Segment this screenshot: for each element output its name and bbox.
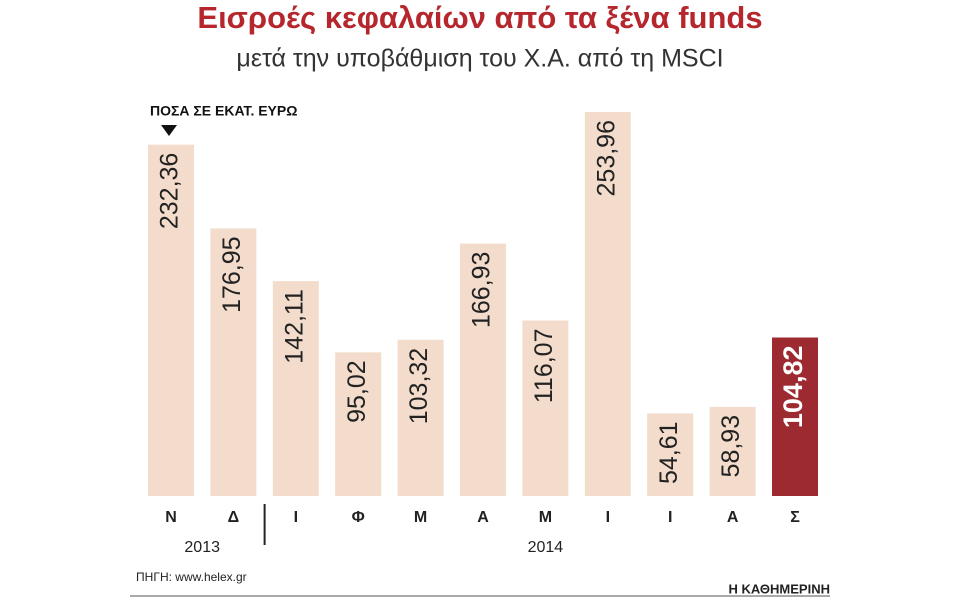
bar [709,406,756,496]
bar [647,413,694,496]
value-label: 103,32 [405,348,433,424]
bar [460,243,506,496]
value-label: 176,95 [218,236,246,312]
value-label: 116,07 [530,328,558,403]
bar [397,339,444,496]
bar [772,337,818,496]
value-label: 232,36 [156,153,184,229]
value-label: 142,11 [280,289,308,364]
value-label: 104,82 [778,346,808,429]
x-tick-label: Φ [352,509,365,526]
x-tick-label: Δ [228,509,240,526]
chart-subtitle: μετά την υποβάθμιση του Χ.Α. από τη MSCI [236,45,723,73]
x-tick-label: Α [477,509,489,526]
chart-title: Εισροές κεφαλαίων από τα ξένα funds [197,0,762,35]
bar [210,228,257,496]
value-label: 166,93 [468,252,496,328]
x-tick-label: Ι [606,509,610,526]
brand: Η ΚΑΘΗΜΕΡΙΝΗ [729,581,831,596]
x-tick-label: Μ [414,509,427,526]
group-label: 2013 [184,539,220,556]
value-label: 95,02 [343,360,371,423]
source: ΠΗΓΗ: www.helex.gr [136,570,247,584]
value-label: 54,61 [655,421,683,484]
x-tick-label: Σ [790,509,800,526]
group-label: 2014 [528,539,564,556]
bar [584,112,631,496]
unit-label: ΠΟΣΑ ΣΕ ΕΚΑΤ. ΕΥΡΩ [150,103,297,119]
value-label: 253,96 [592,120,620,196]
x-tick-label: Α [727,509,739,526]
value-label: 58,93 [717,415,745,478]
x-tick-label: Ι [668,509,672,526]
x-tick-label: Ι [294,509,298,526]
x-tick-label: Ν [165,509,177,526]
bar [522,320,569,496]
bar [272,281,319,496]
bar [335,352,382,496]
bar [148,144,194,496]
unit-arrow [161,125,177,136]
x-tick-label: Μ [539,509,552,526]
